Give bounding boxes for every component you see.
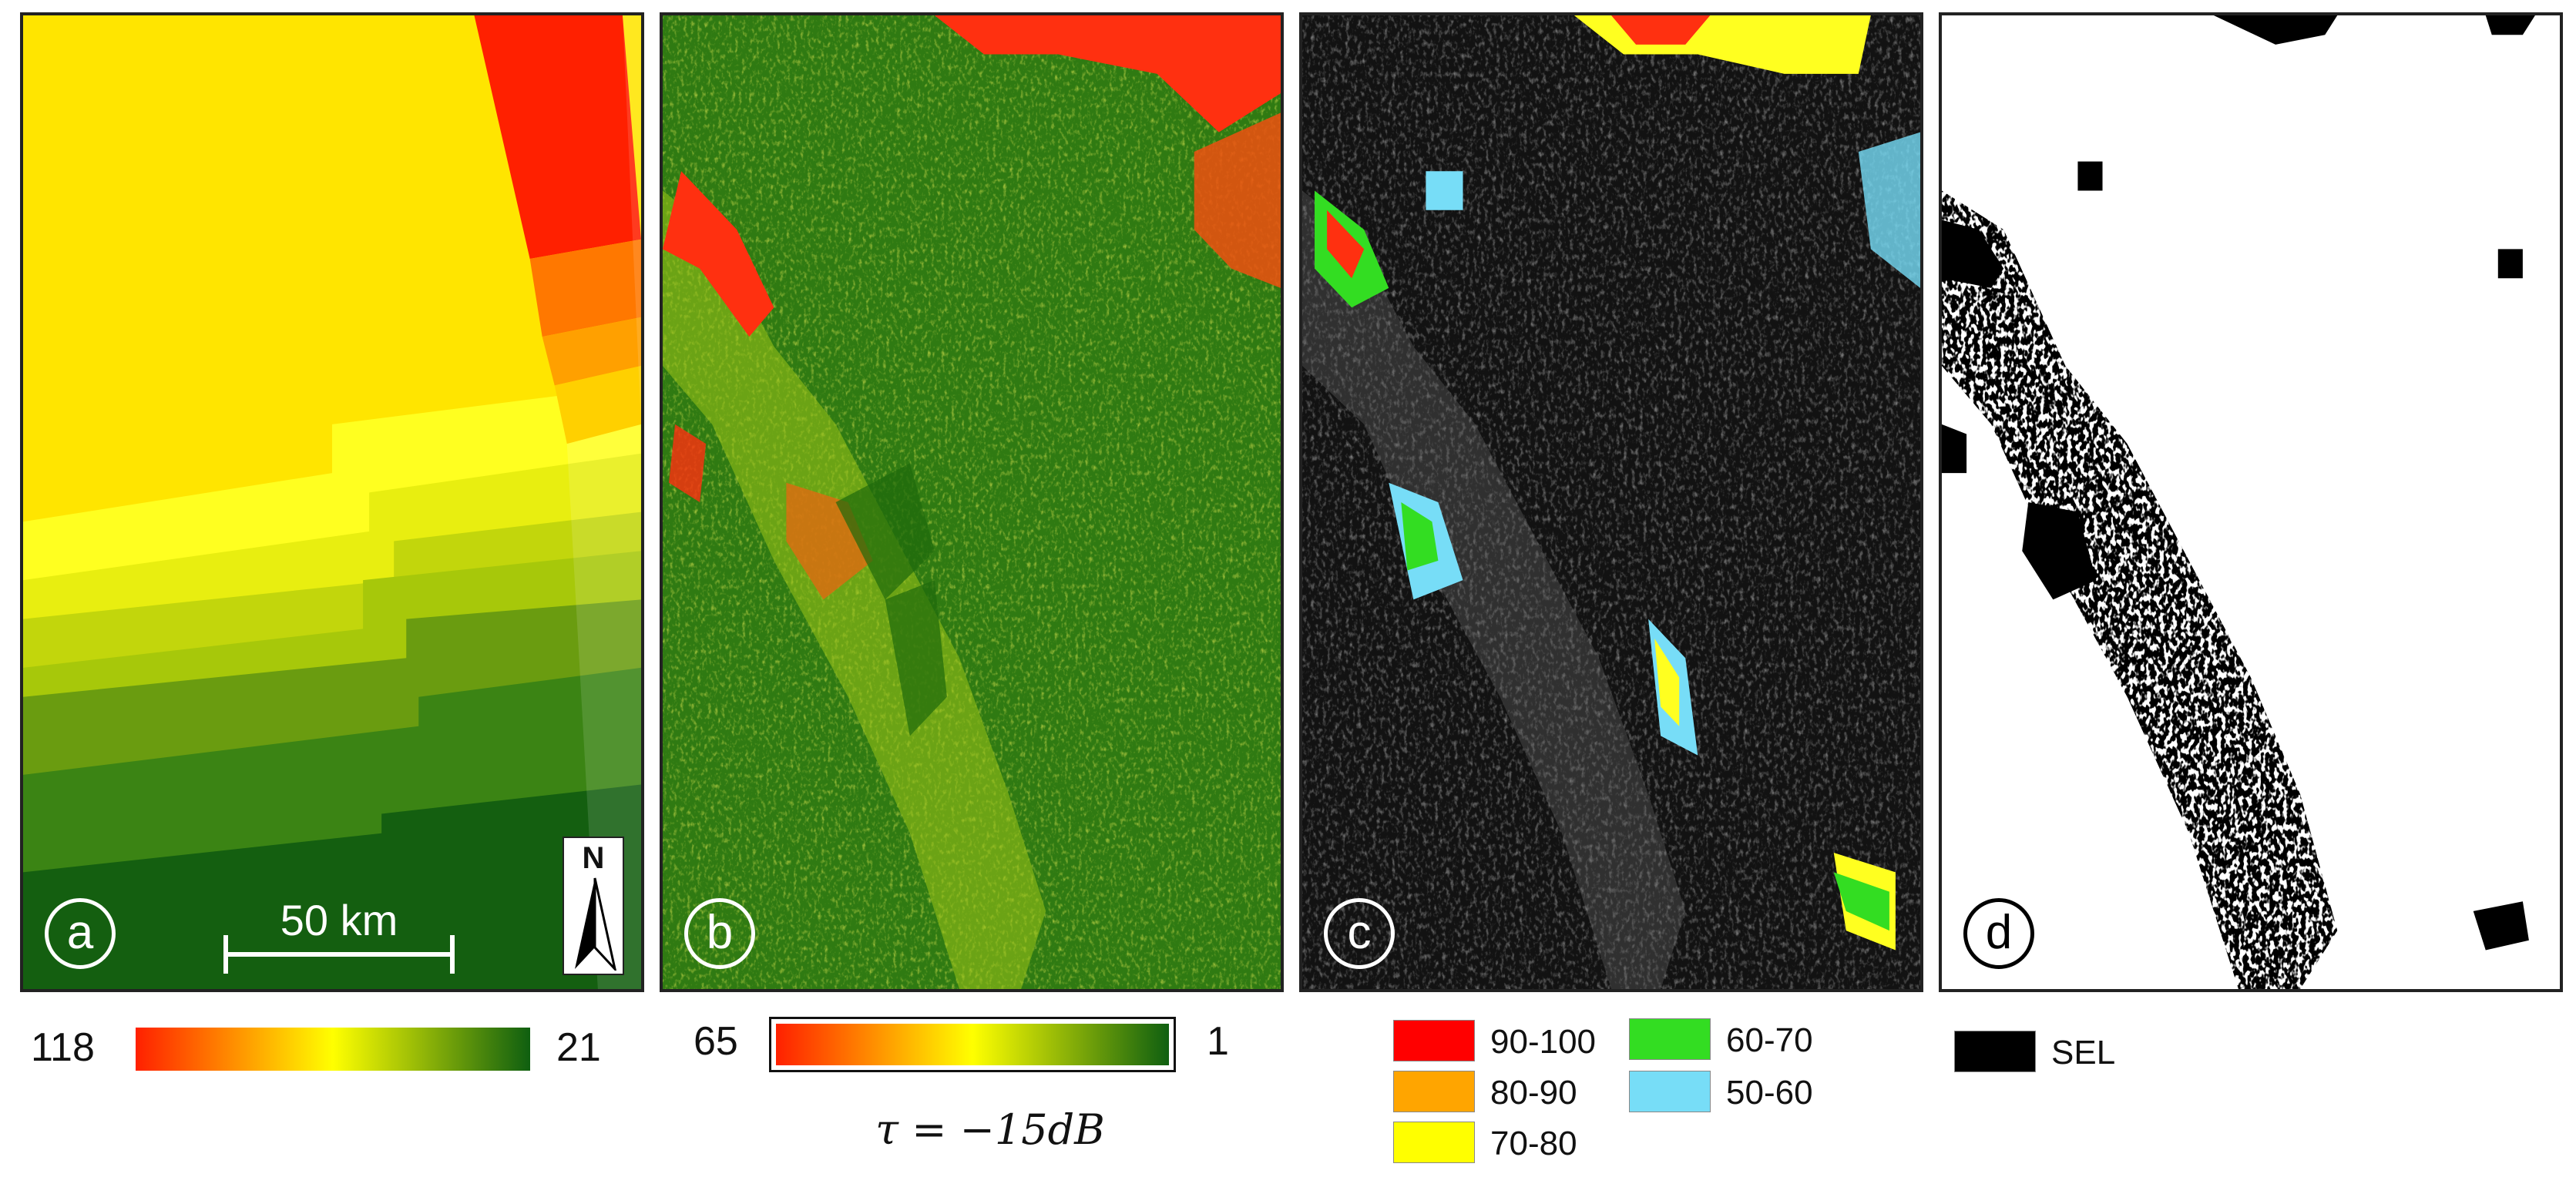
- legend-label: 50-60: [1726, 1074, 1813, 1112]
- scale-bar-label: 50 km: [280, 896, 398, 944]
- north-arrow-icon: [575, 877, 616, 971]
- panel-c-classified-map: c: [1299, 12, 1923, 992]
- legend-label: 70-80: [1490, 1125, 1577, 1162]
- panel-a-label: a: [45, 898, 116, 969]
- scale-bar-line: [223, 935, 455, 974]
- panel-b-label: b: [684, 898, 755, 969]
- panel-d-label: d: [1963, 898, 2034, 969]
- panel-c-label: c: [1324, 898, 1395, 969]
- legend-label: 60-70: [1726, 1021, 1813, 1059]
- legend-label: 90-100: [1490, 1023, 1597, 1061]
- colorbar-a-max: 118: [31, 1025, 95, 1070]
- colorbar-a-min: 21: [556, 1025, 601, 1070]
- legend-swatch: [1393, 1020, 1475, 1061]
- colorbar-b-max: 65: [694, 1019, 738, 1064]
- legend-d-label: SEL: [2051, 1034, 2116, 1071]
- threshold-caption: τ = −15dB: [875, 1105, 1105, 1154]
- legend-swatch: [1629, 1018, 1711, 1060]
- panel-b-frequency-map: b: [660, 12, 1284, 992]
- legend-swatch: [1393, 1122, 1475, 1163]
- legend-swatch: [1393, 1071, 1475, 1112]
- colorbar-a: [136, 1028, 530, 1071]
- panel-a-coverage-map: a 50 km N: [20, 12, 644, 992]
- coverage-bands: [23, 15, 641, 989]
- colorbar-b-min: 1: [1207, 1019, 1229, 1064]
- legend-swatch: [1629, 1071, 1711, 1112]
- scale-bar: 50 km: [223, 895, 455, 974]
- classified-raster: [1302, 15, 1920, 989]
- legend-label: 80-90: [1490, 1074, 1577, 1112]
- panel-d-sel-mask: d: [1939, 12, 2563, 992]
- legend-d-swatch: [1954, 1031, 2036, 1072]
- north-arrow: N: [563, 837, 624, 975]
- frequency-raster: [663, 15, 1281, 989]
- sel-mask-raster: [1942, 15, 2560, 989]
- colorbar-b: [769, 1017, 1176, 1072]
- north-arrow-letter: N: [582, 841, 605, 875]
